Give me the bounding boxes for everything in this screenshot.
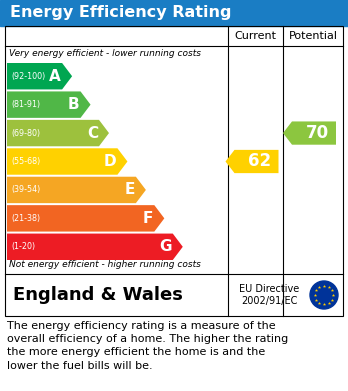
Text: A: A <box>49 69 61 84</box>
Text: 70: 70 <box>306 124 329 142</box>
Text: Current: Current <box>235 31 277 41</box>
Polygon shape <box>7 91 90 118</box>
Text: Potential: Potential <box>288 31 338 41</box>
Polygon shape <box>7 177 146 203</box>
Text: C: C <box>87 126 98 141</box>
Text: The energy efficiency rating is a measure of the
overall efficiency of a home. T: The energy efficiency rating is a measur… <box>7 321 288 371</box>
Text: F: F <box>143 211 153 226</box>
Text: (55-68): (55-68) <box>11 157 40 166</box>
Text: B: B <box>68 97 80 112</box>
Polygon shape <box>7 205 164 231</box>
Bar <box>0 0 348 26</box>
Text: G: G <box>159 239 172 254</box>
Text: D: D <box>104 154 117 169</box>
Text: Energy Efficiency Rating: Energy Efficiency Rating <box>10 5 231 20</box>
Polygon shape <box>7 63 72 90</box>
Text: E: E <box>125 183 135 197</box>
Text: (1-20): (1-20) <box>11 242 35 251</box>
Text: (92-100): (92-100) <box>11 72 45 81</box>
Text: (39-54): (39-54) <box>11 185 40 194</box>
Polygon shape <box>226 150 278 173</box>
Text: EU Directive
2002/91/EC: EU Directive 2002/91/EC <box>239 284 300 306</box>
Text: 62: 62 <box>248 152 271 170</box>
Polygon shape <box>7 120 109 146</box>
Text: Very energy efficient - lower running costs: Very energy efficient - lower running co… <box>9 49 201 58</box>
Bar <box>5 26 343 316</box>
Text: (21-38): (21-38) <box>11 214 40 223</box>
Polygon shape <box>7 233 183 260</box>
Text: (69-80): (69-80) <box>11 129 40 138</box>
Text: England & Wales: England & Wales <box>13 286 183 304</box>
Text: (81-91): (81-91) <box>11 100 40 109</box>
Circle shape <box>310 281 338 309</box>
Polygon shape <box>7 148 127 175</box>
Polygon shape <box>283 122 336 145</box>
Text: Not energy efficient - higher running costs: Not energy efficient - higher running co… <box>9 260 201 269</box>
